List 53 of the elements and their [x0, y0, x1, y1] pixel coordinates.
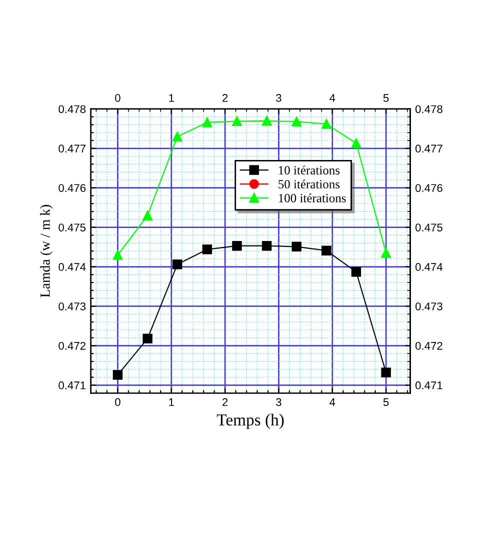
y2-tick-label: 0.477 [415, 144, 442, 153]
y-tick-label: 0.474 [58, 263, 86, 271]
y-tick-label: 0.473 [58, 302, 86, 310]
x-tick-label: 5 [383, 398, 389, 406]
point [202, 244, 212, 254]
y2-tick-label: 0.472 [415, 342, 442, 350]
point [262, 240, 272, 251]
y2-tick-label: 0.475 [415, 224, 442, 232]
x-tick-label: 0 [115, 398, 120, 406]
point [262, 116, 272, 126]
y2-tick-label: 0.473 [415, 302, 442, 310]
y-tick-label: 0.476 [58, 184, 86, 192]
point [292, 242, 302, 252]
x-axis-title: Temps (h) [216, 414, 284, 429]
legend-label: 100 itérations [278, 194, 346, 202]
point [172, 260, 182, 270]
point [351, 138, 362, 148]
x2-tick-label: 5 [383, 94, 389, 102]
point [232, 116, 242, 126]
y-tick-label: 0.471 [58, 381, 86, 390]
y-tick-label: 0.477 [58, 144, 86, 153]
x2-tick-label: 0 [115, 94, 120, 102]
point [292, 116, 302, 126]
x2-tick-label: 3 [276, 94, 282, 102]
point [172, 132, 182, 142]
x-tick-label: 4 [330, 398, 336, 406]
y-tick-label: 0.472 [58, 342, 86, 350]
x-tick-label: 2 [222, 398, 228, 406]
x2-tick-label: 4 [330, 94, 336, 102]
point [232, 240, 242, 251]
y-axis-title: Lamda (w / m k) [40, 204, 53, 298]
point [142, 334, 152, 344]
point [112, 370, 123, 380]
point [381, 368, 391, 378]
y-tick-label: 0.478 [58, 105, 86, 114]
point [112, 250, 123, 260]
legend-label: 50 itérations [278, 180, 340, 188]
point [322, 246, 332, 256]
point [351, 267, 362, 277]
x-tick-label: 1 [169, 398, 174, 406]
x2-tick-label: 2 [222, 94, 228, 102]
y2-tick-label: 0.474 [415, 263, 443, 271]
legend-label: 10 itérations [278, 166, 340, 175]
point [381, 248, 391, 258]
y2-tick-label: 0.471 [415, 381, 442, 390]
y2-tick-label: 0.476 [415, 184, 442, 192]
x-tick-label: 3 [276, 398, 282, 406]
y-tick-label: 0.475 [58, 224, 86, 232]
y2-tick-label: 0.478 [415, 105, 442, 114]
point [322, 119, 332, 129]
x2-tick-label: 1 [169, 94, 174, 102]
point [202, 117, 212, 128]
point [142, 210, 152, 220]
